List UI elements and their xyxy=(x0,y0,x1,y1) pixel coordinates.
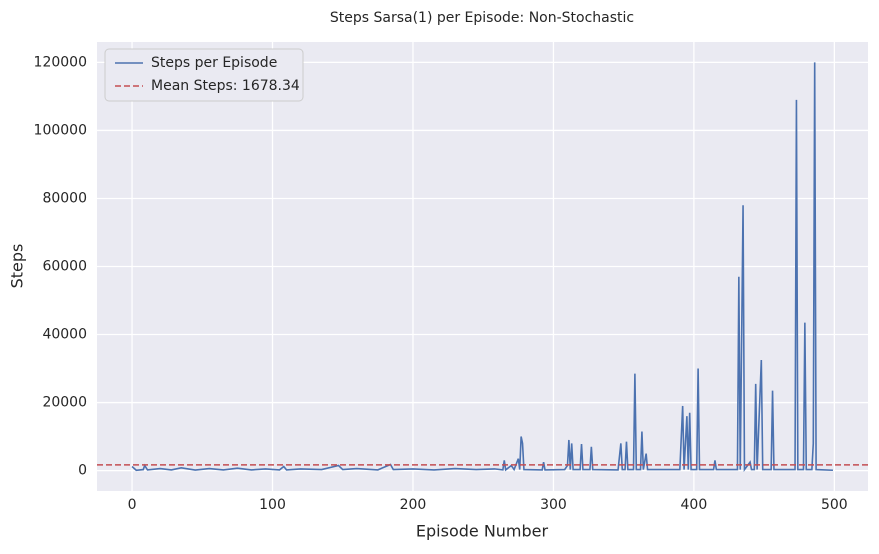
data-line xyxy=(131,62,833,472)
y-tick-label: 100000 xyxy=(34,122,87,138)
x-tick-label: 0 xyxy=(128,497,137,513)
y-tick-label: 40000 xyxy=(42,327,87,343)
y-tick-label: 120000 xyxy=(34,54,87,70)
grid xyxy=(97,42,868,491)
legend-box xyxy=(104,48,304,102)
y-tick-label: 80000 xyxy=(42,190,87,206)
chart-title: Steps Sarsa(1) per Episode: Non-Stochast… xyxy=(330,10,634,26)
x-tick-label: 200 xyxy=(400,497,427,513)
y-axis-label: Steps xyxy=(8,244,27,289)
x-tick-label: 500 xyxy=(821,497,848,513)
y-tick-label: 60000 xyxy=(42,259,87,275)
legend: Steps per Episode Mean Steps: 1678.34 xyxy=(104,48,304,102)
marks xyxy=(97,62,868,472)
x-tick-label: 300 xyxy=(540,497,567,513)
y-tick-label: 0 xyxy=(78,463,87,479)
y-tick-label: 20000 xyxy=(42,395,87,411)
x-axis-label: Episode Number xyxy=(416,522,549,541)
x-tick-label: 100 xyxy=(259,497,286,513)
x-tick-label: 400 xyxy=(681,497,708,513)
legend-label: Mean Steps: 1678.34 xyxy=(151,78,300,94)
legend-label: Steps per Episode xyxy=(151,55,277,71)
